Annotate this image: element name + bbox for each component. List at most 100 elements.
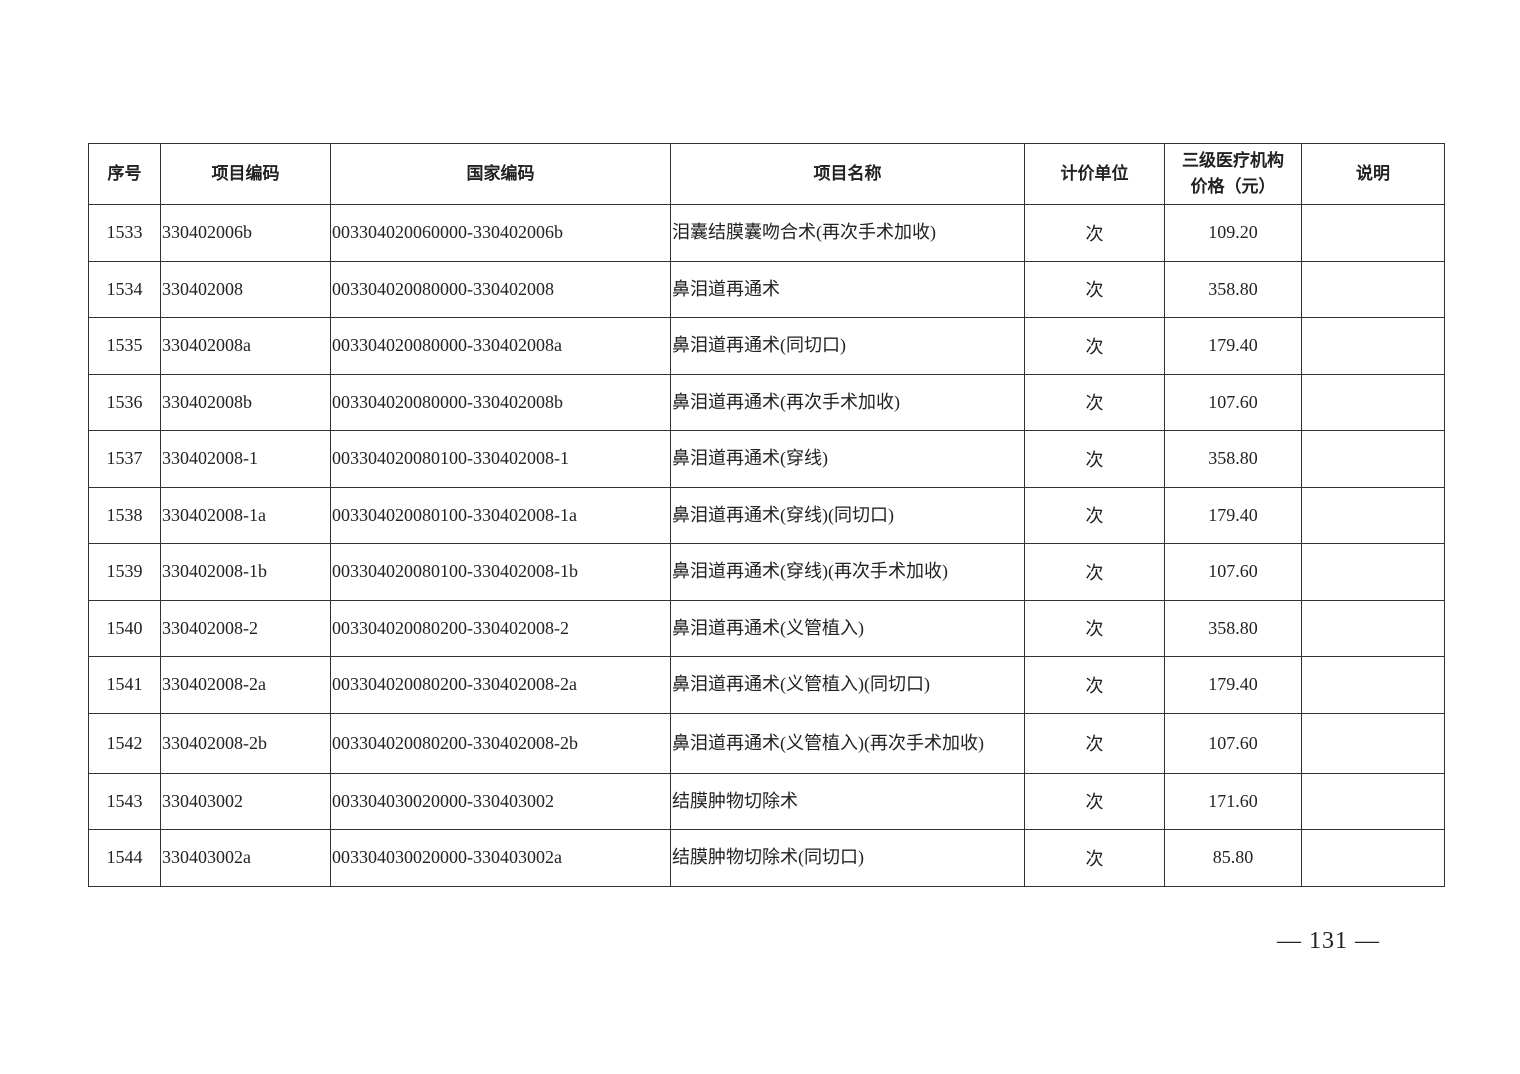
cell-code: 330402008-2 bbox=[160, 599, 331, 657]
table-row: 1535 330402008a 003304020080000-330402008a… bbox=[88, 317, 1445, 375]
cell-name: 鼻泪道再通术(穿线)(同切口) bbox=[670, 486, 1025, 544]
cell-no: 1540 bbox=[88, 599, 161, 657]
table-row: 1539 330402008-1b 003304020080100-33040200… bbox=[88, 543, 1445, 601]
cell-code: 330402008-2a bbox=[160, 656, 331, 714]
cell-price: 85.80 bbox=[1164, 829, 1302, 887]
header-unit: 计价单位 bbox=[1024, 143, 1165, 205]
table-row: 1538 330402008-1a 003304020080100-33040200… bbox=[88, 486, 1445, 544]
cell-price: 107.60 bbox=[1164, 543, 1302, 601]
cell-unit: 次 bbox=[1024, 599, 1165, 657]
cell-no: 1533 bbox=[88, 204, 161, 262]
cell-price: 107.60 bbox=[1164, 712, 1302, 774]
cell-no: 1543 bbox=[88, 772, 161, 830]
cell-unit: 次 bbox=[1024, 656, 1165, 714]
table-row: 1541 330402008-2a 003304020080200-33040200… bbox=[88, 656, 1445, 714]
cell-unit: 次 bbox=[1024, 543, 1165, 601]
cell-no: 1534 bbox=[88, 260, 161, 318]
cell-code: 330403002 bbox=[160, 772, 331, 830]
cell-name: 结膜肿物切除术 bbox=[670, 772, 1025, 830]
cell-national-code: 003304020080100-330402008-1 bbox=[330, 430, 671, 488]
cell-code: 330402008-1a bbox=[160, 486, 331, 544]
cell-name: 结膜肿物切除术(同切口) bbox=[670, 829, 1025, 887]
cell-price: 358.80 bbox=[1164, 599, 1302, 657]
cell-name: 鼻泪道再通术(义管植入)(同切口) bbox=[670, 656, 1025, 714]
cell-national-code: 003304020080200-330402008-2a bbox=[330, 656, 671, 714]
cell-no: 1537 bbox=[88, 430, 161, 488]
cell-name: 泪囊结膜囊吻合术(再次手术加收) bbox=[670, 204, 1025, 262]
cell-code: 330402006b bbox=[160, 204, 331, 262]
table-row: 1540 330402008-2 003304020080200-330402008… bbox=[88, 599, 1445, 657]
table-header-row: 序号 项目编码 国家编码 项目名称 计价单位 三级医疗机构 价格（元） 说明 bbox=[88, 143, 1445, 205]
cell-price: 179.40 bbox=[1164, 486, 1302, 544]
cell-no: 1535 bbox=[88, 317, 161, 375]
cell-code: 330402008b bbox=[160, 373, 331, 431]
cell-national-code: 003304020080100-330402008-1b bbox=[330, 543, 671, 601]
cell-no: 1539 bbox=[88, 543, 161, 601]
cell-note bbox=[1301, 486, 1445, 544]
cell-national-code: 003304020080200-330402008-2b bbox=[330, 712, 671, 774]
cell-no: 1541 bbox=[88, 656, 161, 714]
cell-note bbox=[1301, 772, 1445, 830]
cell-unit: 次 bbox=[1024, 373, 1165, 431]
header-national-code: 国家编码 bbox=[330, 143, 671, 205]
cell-price: 358.80 bbox=[1164, 260, 1302, 318]
table-row: 1536 330402008b 003304020080000-330402008b… bbox=[88, 373, 1445, 431]
table-row: 1537 330402008-1 003304020080100-330402008… bbox=[88, 430, 1445, 488]
cell-unit: 次 bbox=[1024, 317, 1165, 375]
cell-name: 鼻泪道再通术(义管植入) bbox=[670, 599, 1025, 657]
cell-no: 1544 bbox=[88, 829, 161, 887]
cell-no: 1536 bbox=[88, 373, 161, 431]
cell-unit: 次 bbox=[1024, 260, 1165, 318]
cell-no: 1538 bbox=[88, 486, 161, 544]
cell-name: 鼻泪道再通术 bbox=[670, 260, 1025, 318]
cell-national-code: 003304030020000-330403002 bbox=[330, 772, 671, 830]
cell-code: 330403002a bbox=[160, 829, 331, 887]
price-table: 序号 项目编码 国家编码 项目名称 计价单位 三级医疗机构 价格（元） 说明 15… bbox=[88, 143, 1445, 887]
table-row: 1543 330403002 003304030020000-330403002 结膜… bbox=[88, 772, 1445, 830]
cell-price: 107.60 bbox=[1164, 373, 1302, 431]
header-price-line1: 三级医疗机构 bbox=[1182, 151, 1284, 171]
table-row: 1544 330403002a 003304030020000-330403002a… bbox=[88, 829, 1445, 887]
cell-no: 1542 bbox=[88, 712, 161, 774]
cell-note bbox=[1301, 829, 1445, 887]
cell-unit: 次 bbox=[1024, 829, 1165, 887]
header-price: 三级医疗机构 价格（元） bbox=[1164, 143, 1302, 205]
cell-code: 330402008-1 bbox=[160, 430, 331, 488]
table-row: 1542 330402008-2b 003304020080200-33040200… bbox=[88, 712, 1445, 774]
cell-price: 179.40 bbox=[1164, 317, 1302, 375]
table-row: 1534 330402008 003304020080000-330402008 鼻泪… bbox=[88, 260, 1445, 318]
cell-note bbox=[1301, 656, 1445, 714]
table-row: 1533 330402006b 003304020060000-330402006b… bbox=[88, 204, 1445, 262]
cell-price: 179.40 bbox=[1164, 656, 1302, 714]
header-name: 项目名称 bbox=[670, 143, 1025, 205]
cell-national-code: 003304020080000-330402008 bbox=[330, 260, 671, 318]
cell-note bbox=[1301, 599, 1445, 657]
cell-unit: 次 bbox=[1024, 772, 1165, 830]
cell-note bbox=[1301, 373, 1445, 431]
cell-note bbox=[1301, 260, 1445, 318]
cell-price: 109.20 bbox=[1164, 204, 1302, 262]
cell-national-code: 003304030020000-330403002a bbox=[330, 829, 671, 887]
header-code: 项目编码 bbox=[160, 143, 331, 205]
cell-national-code: 003304020080100-330402008-1a bbox=[330, 486, 671, 544]
page-number: — 131 — bbox=[1277, 928, 1380, 954]
cell-unit: 次 bbox=[1024, 430, 1165, 488]
header-no: 序号 bbox=[88, 143, 161, 205]
cell-unit: 次 bbox=[1024, 712, 1165, 774]
cell-name: 鼻泪道再通术(穿线)(再次手术加收) bbox=[670, 543, 1025, 601]
cell-note bbox=[1301, 317, 1445, 375]
cell-note bbox=[1301, 712, 1445, 774]
cell-note bbox=[1301, 204, 1445, 262]
cell-name: 鼻泪道再通术(穿线) bbox=[670, 430, 1025, 488]
cell-name: 鼻泪道再通术(再次手术加收) bbox=[670, 373, 1025, 431]
cell-unit: 次 bbox=[1024, 486, 1165, 544]
cell-code: 330402008-2b bbox=[160, 712, 331, 774]
cell-unit: 次 bbox=[1024, 204, 1165, 262]
cell-name: 鼻泪道再通术(同切口) bbox=[670, 317, 1025, 375]
cell-national-code: 003304020080000-330402008b bbox=[330, 373, 671, 431]
header-price-line2: 价格（元） bbox=[1190, 177, 1276, 197]
cell-name: 鼻泪道再通术(义管植入)(再次手术加收) bbox=[670, 712, 1025, 774]
cell-note bbox=[1301, 430, 1445, 488]
cell-national-code: 003304020080000-330402008a bbox=[330, 317, 671, 375]
cell-code: 330402008a bbox=[160, 317, 331, 375]
